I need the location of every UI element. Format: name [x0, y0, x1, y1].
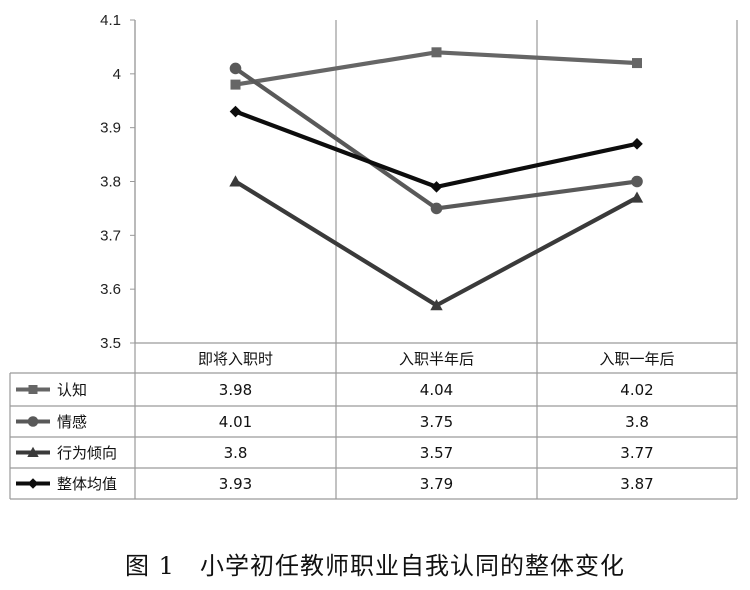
y-tick-label: 4: [113, 66, 121, 83]
data-table-value: 3.57: [420, 444, 453, 462]
y-tick-label: 3.9: [100, 120, 121, 137]
legend-key-marker: [27, 416, 39, 427]
data-table-value: 3.77: [620, 444, 653, 462]
data-table-value: 4.04: [420, 381, 453, 399]
series-name-label: 情感: [57, 413, 87, 431]
y-tick-label: 3.6: [100, 281, 121, 298]
data-point: [229, 62, 242, 75]
figure-caption: 图 1 小学初任教师职业自我认同的整体变化: [125, 552, 625, 580]
data-point: [229, 175, 242, 187]
data-table-value: 3.8: [224, 444, 248, 462]
category-label: 入职一年后: [599, 350, 674, 368]
data-table-value: 4.01: [219, 413, 252, 431]
legend-key-marker: [28, 385, 38, 394]
data-table-value: 3.75: [420, 413, 453, 431]
data-point: [632, 58, 642, 69]
data-table-value: 3.98: [219, 381, 252, 399]
data-point: [631, 175, 643, 188]
data-table-value: 3.87: [620, 475, 653, 493]
data-point: [630, 191, 644, 203]
series-name-label: 认知: [57, 381, 87, 399]
data-table-value: 3.93: [219, 475, 252, 493]
legend-key-marker: [27, 446, 39, 458]
series-line: [234, 179, 638, 308]
series-line: [234, 109, 638, 189]
y-tick-label: 3.5: [100, 335, 121, 352]
data-point: [430, 202, 443, 215]
data-point: [230, 79, 241, 90]
series-name-label: 行为倾向: [57, 444, 117, 462]
data-table-value: 3.8: [625, 413, 649, 431]
data-point: [431, 47, 442, 58]
data-table-value: 3.79: [420, 475, 453, 493]
data-point: [430, 299, 443, 311]
y-tick-label: 3.7: [100, 227, 121, 244]
data-table-value: 4.02: [620, 381, 653, 399]
data-point: [229, 105, 242, 118]
category-label: 即将入职时: [198, 350, 273, 368]
data-point: [631, 138, 643, 150]
legend-key-marker: [27, 478, 39, 489]
y-tick-label: 3.8: [100, 174, 121, 191]
y-tick-label: 4.1: [100, 12, 121, 29]
series-name-label: 整体均值: [57, 475, 117, 493]
category-label: 入职半年后: [399, 350, 474, 368]
data-point: [430, 181, 443, 193]
